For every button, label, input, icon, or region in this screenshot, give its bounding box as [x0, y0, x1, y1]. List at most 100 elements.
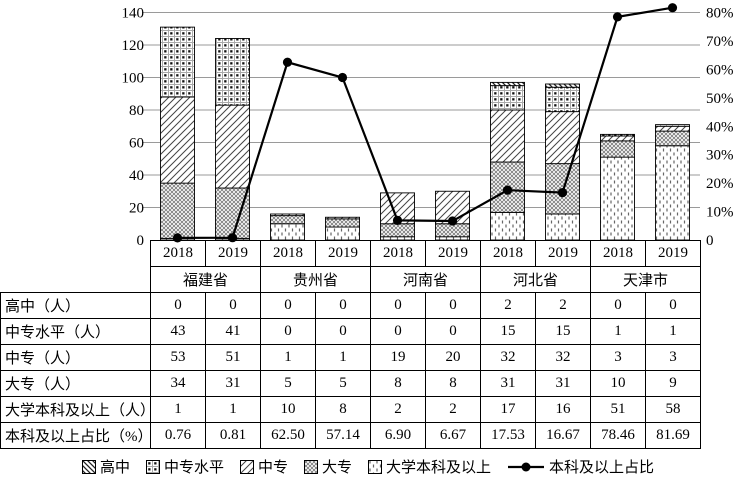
value-cell: 2	[370, 396, 426, 423]
bar-segment	[655, 124, 690, 127]
value-cell: 15	[480, 318, 536, 345]
right-axis-tick: 70%	[706, 34, 734, 50]
table-row-4: 大学本科及以上（人） 1 1 10 8 2 2 17 16 51 58	[0, 396, 701, 423]
legend-item-tech-secondary-level: 中专水平	[145, 456, 224, 477]
right-axis-tick: 80%	[706, 6, 734, 22]
legend-label: 中专水平	[163, 460, 224, 476]
year-cell: 2018	[370, 240, 426, 267]
right-axis-tick: 50%	[706, 91, 734, 107]
line-marker	[282, 57, 293, 67]
bar-segment	[545, 213, 580, 241]
value-cell: 20	[425, 344, 481, 371]
value-cell: 6.67	[425, 422, 481, 449]
value-cell: 41	[205, 318, 261, 345]
table-row-0: 高中（人） 0 0 0 0 0 0 2 2 0 0	[0, 292, 701, 319]
line-marker	[612, 12, 623, 22]
table-row-1: 中专水平（人） 43 41 0 0 0 0 15 15 1 1	[0, 318, 701, 345]
row-label: 本科及以上占比（%）	[0, 422, 151, 449]
left-axis-tick: 40	[129, 168, 144, 184]
value-cell: 1	[150, 396, 206, 423]
dot-grid-swatch-icon	[145, 459, 160, 474]
line-marker	[227, 233, 238, 243]
province-header-row: 福建省 贵州省 河南省 河北省 天津市	[1, 266, 701, 293]
right-axis-tick: 40%	[706, 119, 734, 135]
year-cell: 2018	[260, 240, 316, 267]
bar-segment	[160, 96, 195, 184]
right-axis-tick: 20%	[706, 176, 734, 192]
chart-legend: 高中 中专水平 中专 大专 大学本科及以上 本科及以上占比	[0, 456, 736, 477]
bar-segment	[490, 85, 525, 111]
combo-chart: 0 20 40 60 80 100 120 140 0 10% 20% 30% 40% 50% 60% 70%…	[122, 3, 734, 247]
bar-segment	[490, 109, 525, 163]
value-cell: 1	[645, 318, 701, 345]
line-marker	[337, 72, 348, 83]
legend-item-bachelor-above: 大学本科及以上	[368, 456, 491, 477]
bar-segment	[215, 104, 250, 189]
table-row-5: 本科及以上占比（%） 0.76 0.81 62.50 57.14 6.90 6.67 17.5…	[0, 422, 701, 449]
value-cell: 0	[370, 318, 426, 345]
value-cell: 15	[535, 318, 591, 345]
value-cell: 0	[260, 292, 316, 319]
value-cell: 0	[260, 318, 316, 345]
vertical-dash-swatch-icon	[368, 459, 383, 474]
bar-segment	[655, 125, 690, 132]
left-axis-tick: 100	[122, 71, 145, 87]
value-cell: 32	[480, 344, 536, 371]
left-axis-tick: 140	[122, 6, 145, 22]
legend-item-junior-college: 大专	[304, 456, 352, 477]
right-axis-tick: 10%	[706, 205, 734, 221]
province-cell: 天津市	[590, 266, 701, 293]
value-cell: 0	[425, 318, 481, 345]
value-cell: 51	[205, 344, 261, 371]
row-label: 大学本科及以上（人）	[0, 396, 151, 423]
bar-segment	[215, 38, 250, 106]
value-cell: 57.14	[315, 422, 371, 449]
row-label: 大专（人）	[0, 370, 151, 397]
value-cell: 0	[370, 292, 426, 319]
bar-segment	[380, 223, 415, 238]
line-marker	[447, 216, 458, 226]
data-table: 2018 2019 2018 2019 2018 2019 2018 2019 2018 2019…	[0, 240, 701, 449]
value-cell: 2	[480, 292, 536, 319]
left-axis-tick: 80	[129, 103, 144, 119]
value-cell: 0	[205, 292, 261, 319]
province-cell: 河南省	[370, 266, 481, 293]
table-row-2: 中专（人） 53 51 1 1 19 20 32 32 3 3	[0, 344, 701, 371]
value-cell: 0	[425, 292, 481, 319]
value-cell: 1	[260, 344, 316, 371]
bar-segment	[325, 226, 360, 241]
bar-segment	[325, 216, 360, 220]
year-cell: 2019	[315, 240, 371, 267]
right-axis-tick: 60%	[706, 62, 734, 78]
bar-segment	[600, 140, 635, 158]
value-cell: 0	[315, 318, 371, 345]
value-cell: 31	[205, 370, 261, 397]
legend-label: 高中	[99, 460, 130, 476]
right-axis-tick: 30%	[706, 148, 734, 164]
line-marker-swatch-icon	[508, 462, 545, 471]
bar-segment	[600, 133, 635, 137]
legend-item-tech-secondary: 中专	[239, 456, 288, 477]
value-cell: 17	[480, 396, 536, 423]
value-cell: 2	[535, 292, 591, 319]
legend-label: 本科及以上占比	[549, 460, 655, 476]
left-axis-tick: 60	[129, 136, 144, 152]
bar-segment	[600, 135, 635, 142]
bar-segment	[160, 26, 195, 98]
row-label: 中专（人）	[0, 344, 151, 371]
bar-segment	[655, 145, 690, 241]
table-corner-blank	[1, 241, 151, 267]
year-cell: 2018	[150, 240, 206, 267]
value-cell: 1	[590, 318, 646, 345]
province-cell: 河北省	[480, 266, 591, 293]
bar-segment	[215, 187, 250, 239]
line-marker	[392, 215, 403, 225]
line-marker	[667, 3, 678, 13]
value-cell: 0	[645, 292, 701, 319]
bar-segment	[435, 223, 470, 238]
value-cell: 43	[150, 318, 206, 345]
value-cell: 53	[150, 344, 206, 371]
value-cell: 17.53	[480, 422, 536, 449]
value-cell: 31	[480, 370, 536, 397]
